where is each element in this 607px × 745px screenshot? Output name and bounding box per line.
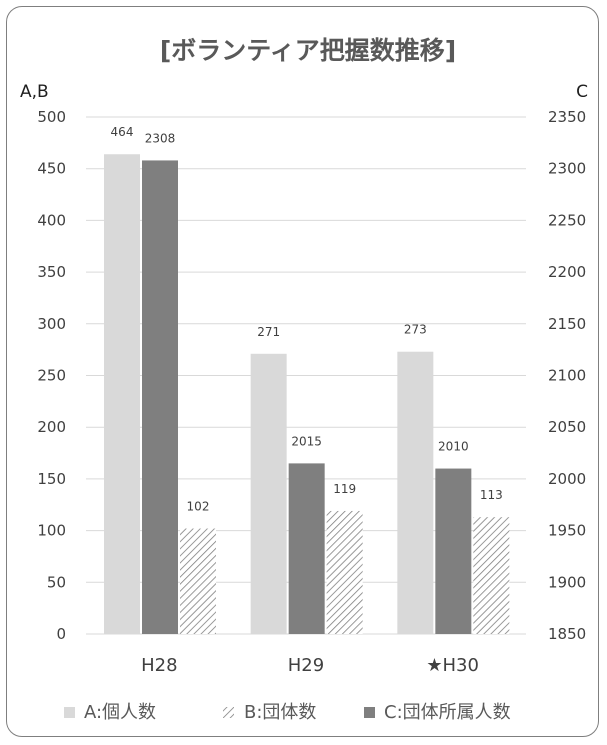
- left-tick-label: 350: [37, 263, 66, 281]
- left-tick-label: 250: [37, 367, 66, 385]
- category-label: ★H30: [426, 655, 479, 676]
- data-label-b: 113: [480, 488, 503, 502]
- bar-a-individual: [250, 353, 287, 634]
- data-label-b: 119: [333, 482, 356, 496]
- left-tick-label: 300: [37, 315, 66, 333]
- left-tick-label: 100: [37, 522, 66, 540]
- bar-b-groups: [326, 510, 363, 634]
- right-tick-label: 2050: [548, 418, 586, 436]
- right-tick-label: 2150: [548, 315, 586, 333]
- bar-b-groups: [180, 528, 216, 634]
- left-tick-label: 400: [37, 211, 66, 229]
- left-axis-title: A,B: [20, 82, 49, 102]
- data-label-a: 464: [111, 125, 134, 139]
- right-tick-label: 1850: [548, 625, 586, 643]
- left-tick-label: 0: [56, 625, 66, 643]
- left-tick-label: 450: [37, 160, 66, 178]
- bar-c-group-members: [435, 468, 472, 634]
- data-label-b: 102: [187, 500, 210, 514]
- category-label: H28: [141, 655, 177, 676]
- data-label-a: 271: [257, 325, 280, 339]
- legend-label-b: B:団体数: [244, 702, 316, 723]
- chart-frame: [6, 6, 599, 737]
- data-label-c: 2010: [438, 440, 469, 454]
- left-tick-label: 150: [37, 470, 66, 488]
- bar-c-group-members: [288, 463, 325, 634]
- right-tick-label: 1950: [548, 522, 586, 540]
- bar-c-group-members: [142, 160, 178, 635]
- left-tick-label: 500: [37, 108, 66, 126]
- right-tick-label: 2200: [548, 263, 586, 281]
- right-tick-label: 2000: [548, 470, 586, 488]
- legend-label-c: C:団体所属人数: [384, 702, 511, 723]
- legend-label-a: A:個人数: [84, 702, 156, 723]
- right-tick-label: 2300: [548, 160, 586, 178]
- data-label-c: 2015: [291, 434, 322, 448]
- right-tick-label: 2350: [548, 108, 586, 126]
- data-label-c: 2308: [145, 131, 176, 145]
- bar-a-individual: [397, 351, 434, 634]
- legend-swatch-a: [64, 707, 75, 718]
- right-axis-title: C: [576, 82, 588, 102]
- left-tick-label: 200: [37, 418, 66, 436]
- legend-swatch-b: [223, 707, 234, 718]
- data-label-a: 273: [404, 323, 427, 337]
- legend-swatch-c: [364, 707, 375, 718]
- right-tick-label: 2100: [548, 367, 586, 385]
- bar-b-groups: [473, 517, 510, 634]
- right-tick-label: 1900: [548, 573, 586, 591]
- left-tick-label: 50: [47, 573, 66, 591]
- chart-title: [ボランティア把握数推移]: [160, 36, 456, 65]
- category-label: H29: [288, 655, 324, 676]
- right-tick-label: 2250: [548, 211, 586, 229]
- bar-a-individual: [104, 154, 140, 634]
